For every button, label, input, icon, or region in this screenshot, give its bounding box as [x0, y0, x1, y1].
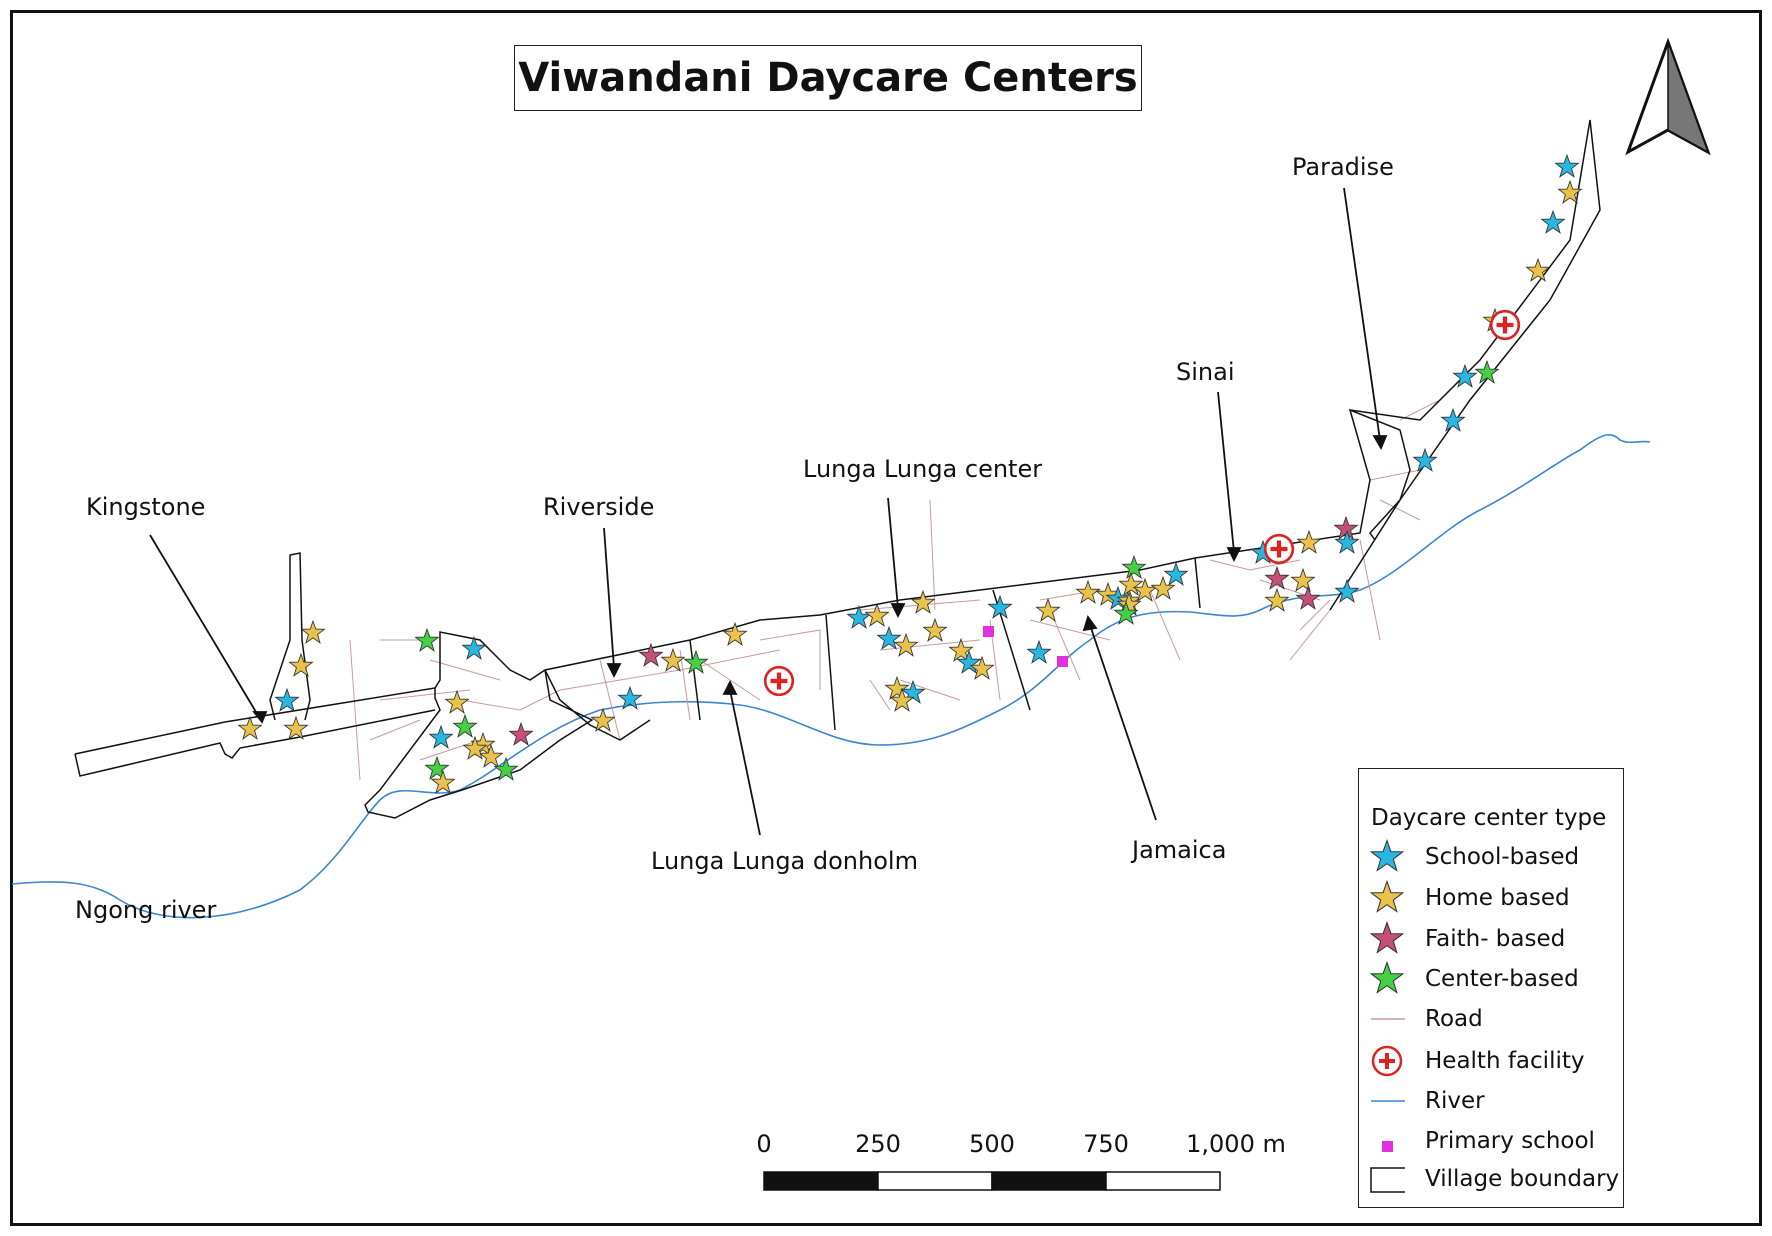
square-icon: [1382, 1141, 1393, 1152]
label-paradise: Paradise: [1292, 153, 1394, 181]
scale-bar: [763, 1171, 1221, 1191]
label-lunga-center: Lunga Lunga center: [803, 455, 1043, 483]
label-jamaica: Jamaica: [1132, 836, 1227, 864]
star-icon: [1369, 880, 1405, 913]
legend-item-boundary: Village boundary: [1369, 1161, 1619, 1197]
map-frame: [10, 10, 1762, 1226]
map-title-box: Viwandani Daycare Centers: [514, 45, 1142, 111]
legend-label-home: Home based: [1425, 885, 1570, 911]
map-title: Viwandani Daycare Centers: [518, 55, 1138, 101]
legend-item-river: River: [1369, 1083, 1619, 1119]
scale-tick-1000: 1,000 m: [1186, 1130, 1286, 1158]
legend-item-faith: Faith- based: [1369, 921, 1619, 957]
legend-item-primary: Primary school: [1369, 1123, 1619, 1159]
scale-tick-0: 0: [756, 1130, 772, 1158]
star-icon: [1369, 921, 1405, 954]
label-riverside: Riverside: [543, 493, 655, 521]
legend-label-school: School-based: [1425, 844, 1580, 870]
legend-item-school: School-based: [1369, 839, 1619, 875]
legend-title: Daycare center type: [1371, 805, 1607, 831]
legend-label-center: Center-based: [1425, 966, 1579, 992]
legend-label-boundary: Village boundary: [1425, 1166, 1620, 1192]
star-icon: [1369, 961, 1405, 994]
red-cross-circle-icon: [1371, 1045, 1403, 1077]
label-ngong-river: Ngong river: [75, 896, 217, 924]
label-kingstone: Kingstone: [86, 493, 206, 521]
legend-label-faith: Faith- based: [1425, 926, 1566, 952]
legend-label-river: River: [1425, 1088, 1485, 1114]
legend-label-primary: Primary school: [1425, 1128, 1595, 1154]
legend-item-home: Home based: [1369, 880, 1619, 916]
legend-item-center: Center-based: [1369, 961, 1619, 997]
legend: Daycare center type School-based Home ba…: [1358, 768, 1624, 1208]
legend-item-road: Road: [1369, 1001, 1619, 1037]
legend-label-health: Health facility: [1425, 1048, 1585, 1074]
village-boundaries: [74, 119, 1601, 819]
label-pointers: [149, 187, 1388, 836]
north-arrow-icon: [1625, 37, 1711, 156]
ngong-river: [11, 434, 1651, 919]
river-line-icon: [1371, 1100, 1405, 1102]
legend-label-road: Road: [1425, 1006, 1483, 1032]
boundary-box-icon: [1370, 1167, 1405, 1193]
road-line-icon: [1371, 1018, 1405, 1020]
label-sinai: Sinai: [1176, 358, 1235, 386]
star-icon: [1369, 839, 1405, 872]
primary-schools: [983, 626, 1068, 667]
scale-tick-250: 250: [855, 1130, 901, 1158]
scale-tick-750: 750: [1083, 1130, 1129, 1158]
health-facilities: [763, 309, 1521, 697]
scale-tick-500: 500: [969, 1130, 1015, 1158]
legend-item-health: Health facility: [1369, 1043, 1619, 1079]
label-lunga-donholm: Lunga Lunga donholm: [651, 847, 918, 875]
